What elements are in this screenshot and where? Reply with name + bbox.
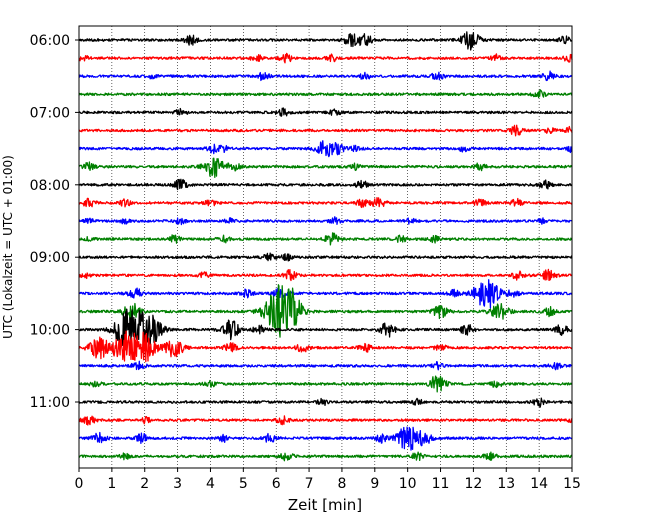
trace-1030	[78, 360, 573, 371]
x-tick-label-4: 4	[206, 476, 215, 492]
x-tick-label-6: 6	[272, 476, 281, 492]
x-tick-label-8: 8	[337, 476, 346, 492]
trace-0600	[78, 31, 573, 51]
trace-0800	[78, 178, 573, 191]
trace-0715	[78, 124, 573, 137]
y-tick-label-2: 08:00	[30, 178, 70, 194]
trace-0745	[78, 157, 573, 178]
trace-1115	[78, 415, 573, 426]
y-tick-label-5: 11:00	[30, 395, 70, 411]
trace-0945	[78, 284, 573, 338]
trace-group	[78, 31, 573, 462]
trace-1015	[78, 330, 573, 363]
plot-frame	[78, 25, 573, 469]
x-tick-label-0: 0	[75, 476, 84, 492]
trace-1130	[78, 426, 573, 451]
x-tick-label-15: 15	[563, 476, 581, 492]
y-tick-label-1: 07:00	[30, 105, 70, 121]
trace-0915	[78, 268, 573, 282]
x-tick-label-3: 3	[173, 476, 182, 492]
trace-0845	[78, 232, 573, 246]
trace-0930	[78, 279, 573, 309]
x-tick-label-11: 11	[432, 476, 450, 492]
y-axis-label: UTC (Lokalzeit = UTC + 01:00)	[1, 155, 15, 339]
trace-0730	[78, 140, 573, 158]
y-axis: 06:00 07:00 08:00 09:00 10:00 11:00	[30, 33, 79, 411]
x-tick-label-13: 13	[497, 476, 515, 492]
trace-1000	[78, 308, 573, 351]
trace-0630	[78, 70, 573, 82]
x-tick-label-14: 14	[530, 476, 548, 492]
x-tick-label-2: 2	[140, 476, 149, 492]
x-axis-label: Zeit [min]	[288, 496, 362, 514]
y-tick-label-3: 09:00	[30, 250, 70, 266]
x-tick-label-9: 9	[370, 476, 379, 492]
x-tick-label-7: 7	[305, 476, 314, 492]
trace-0830	[78, 216, 573, 226]
x-tick-label-1: 1	[107, 476, 116, 492]
trace-0900	[78, 252, 573, 262]
x-axis: 0 1 2 3 4 5 6 7 8 9 10 11 12 13 14 15	[75, 468, 581, 492]
trace-0615	[78, 52, 573, 64]
trace-0645	[78, 89, 573, 99]
trace-0815	[78, 196, 573, 209]
x-tick-label-10: 10	[399, 476, 417, 492]
x-tick-label-12: 12	[464, 476, 482, 492]
trace-1145	[78, 451, 573, 462]
y-tick-label-0: 06:00	[30, 33, 70, 49]
trace-0700	[78, 107, 573, 117]
y-tick-label-4: 10:00	[30, 323, 70, 339]
x-tick-label-5: 5	[239, 476, 248, 492]
trace-1045	[78, 375, 573, 393]
trace-1100	[78, 397, 573, 408]
